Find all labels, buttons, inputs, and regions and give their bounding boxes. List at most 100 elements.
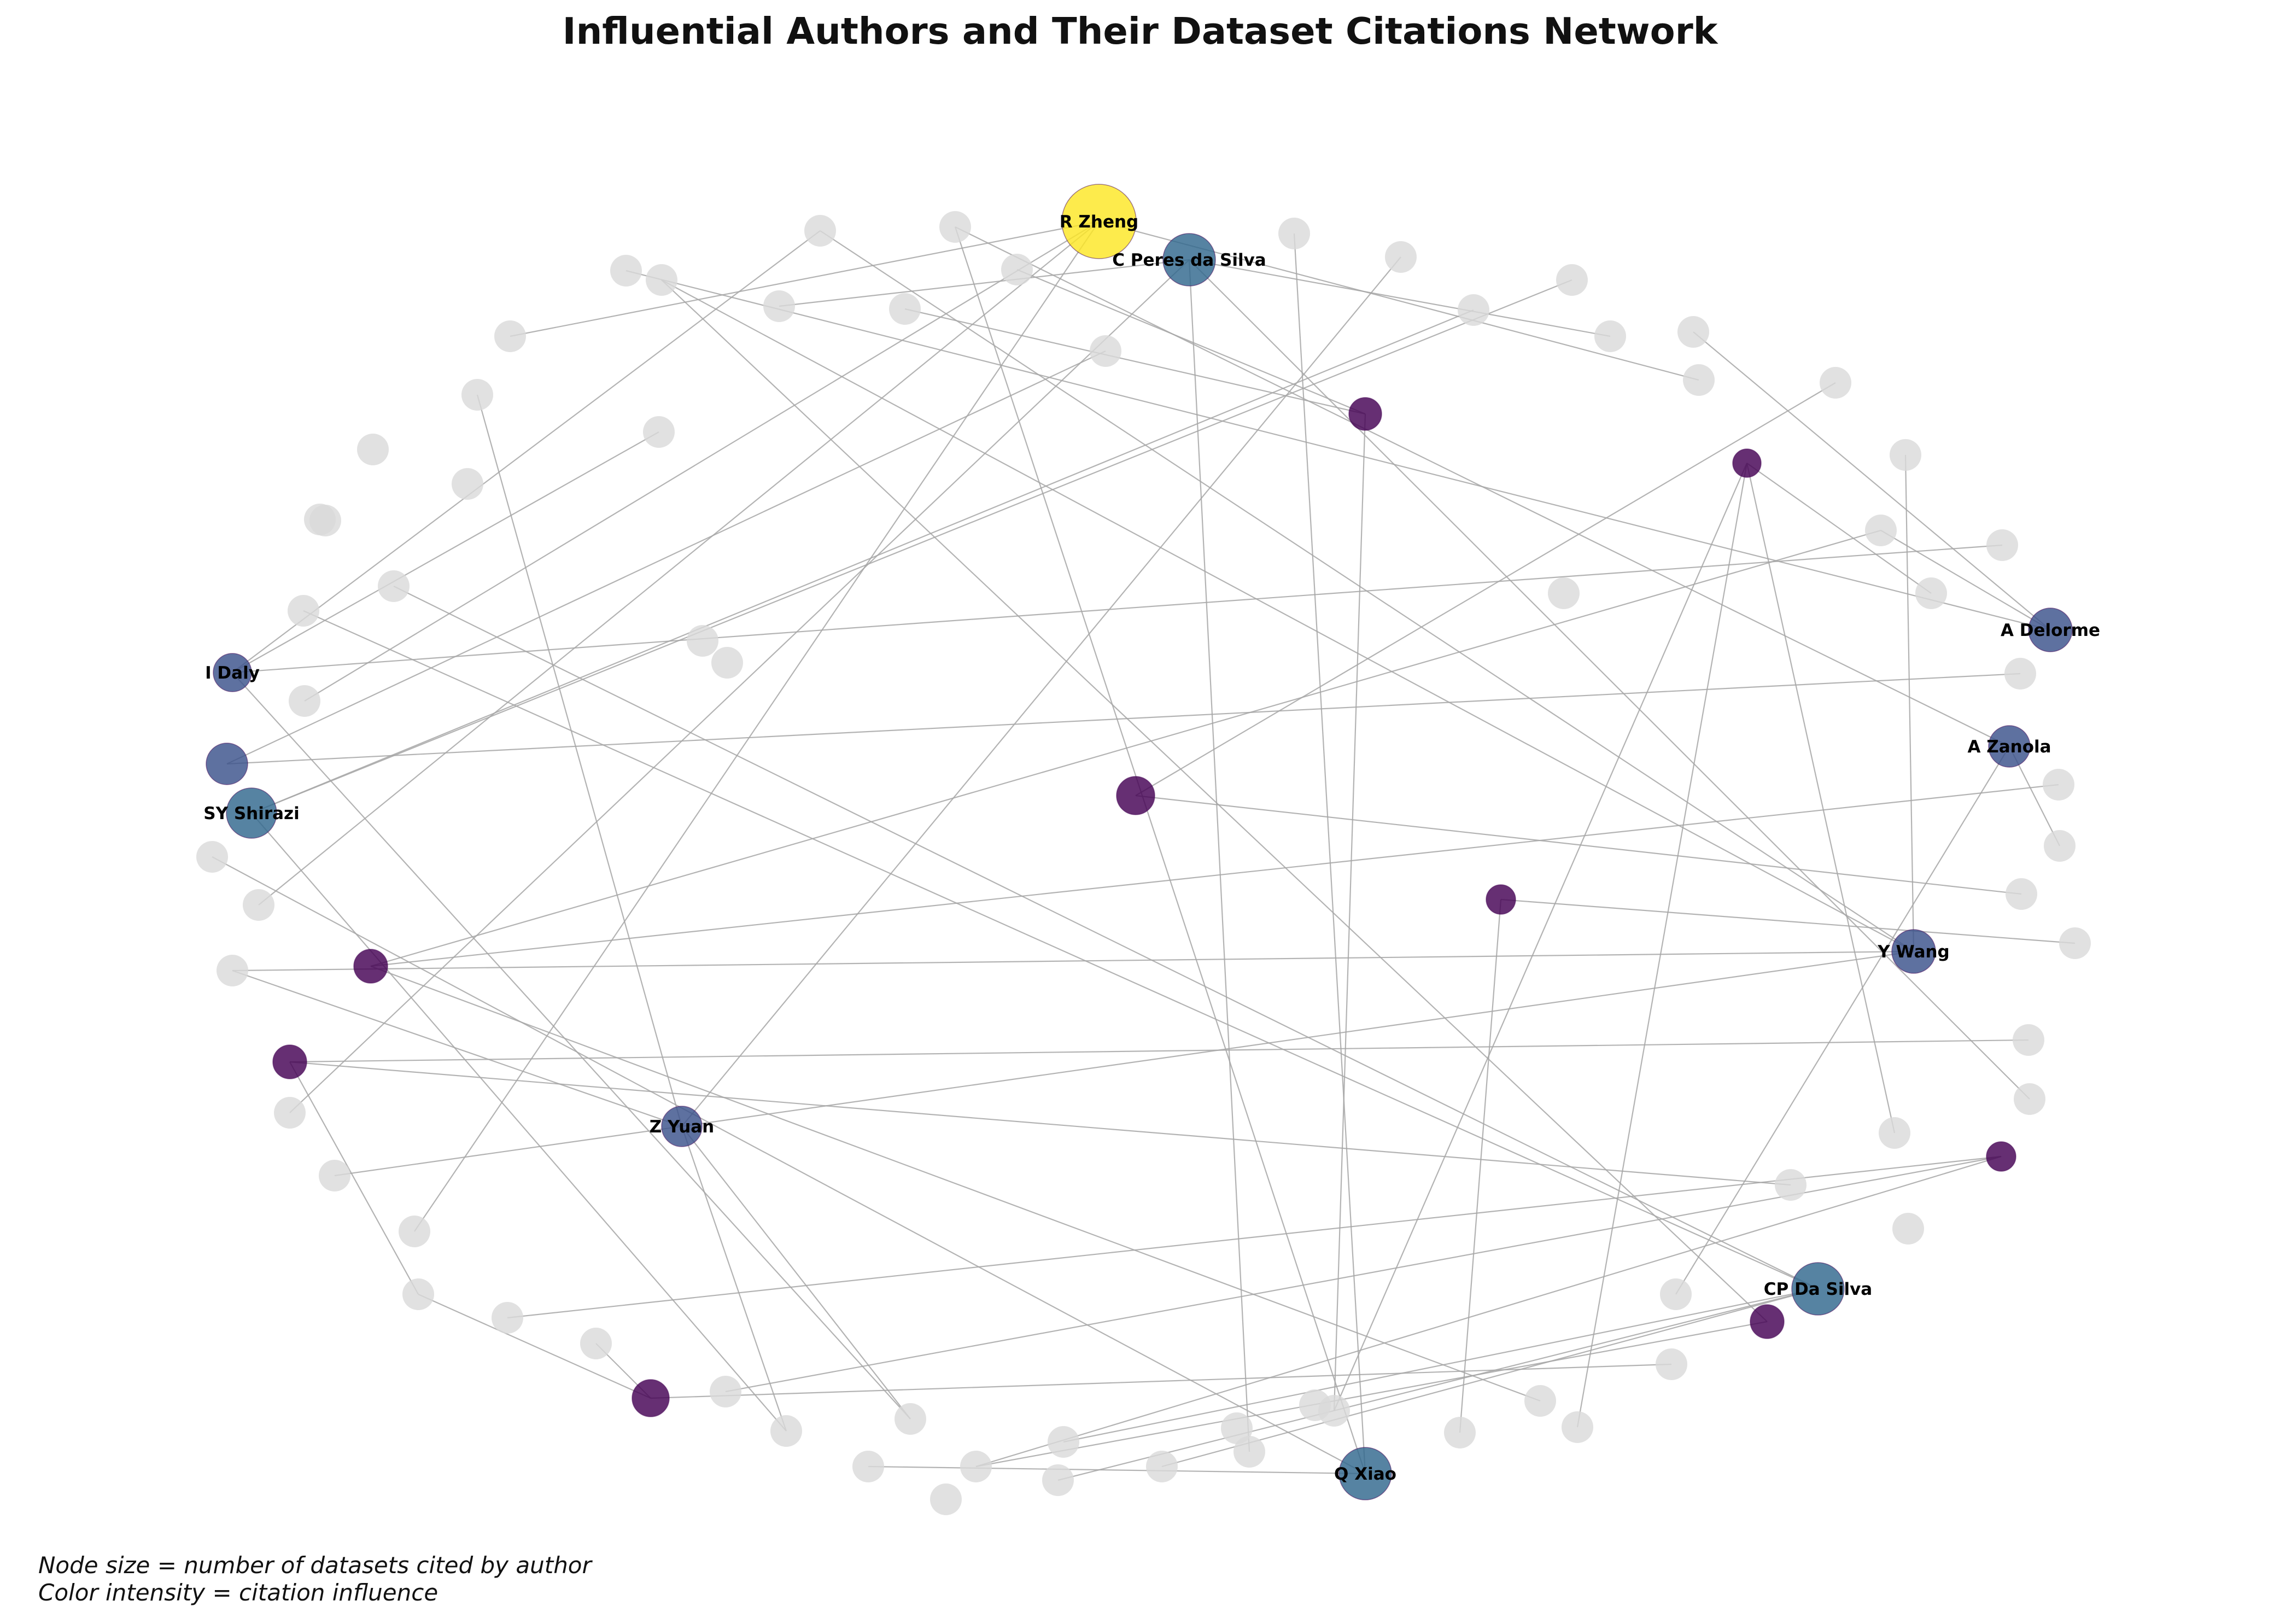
citation-edge <box>1135 382 1836 796</box>
author-node <box>206 743 248 785</box>
dataset-node <box>711 647 743 679</box>
citation-edge <box>1293 233 1366 1474</box>
author-node <box>353 949 388 984</box>
dataset-node <box>309 505 341 536</box>
dataset-node-layer <box>196 211 2091 1515</box>
author-label: CP Da Silva <box>1764 1280 1872 1299</box>
author-node <box>1988 725 2031 768</box>
citation-edge <box>232 672 911 1419</box>
citation-edge <box>251 279 1572 814</box>
citation-edge <box>418 1293 651 1399</box>
dataset-node <box>243 889 274 921</box>
citation-edge <box>1063 1288 1819 1443</box>
citation-edge <box>226 350 1106 764</box>
dataset-node <box>357 434 389 465</box>
author-node <box>213 653 252 692</box>
citation-edge <box>1675 746 2010 1295</box>
dataset-node <box>196 841 228 873</box>
citation-edge <box>1057 1288 1819 1481</box>
citation-edge <box>1693 331 2051 630</box>
dataset-node <box>1385 241 1417 273</box>
author-label: A Delorme <box>2001 621 2100 640</box>
dataset-node <box>494 320 526 352</box>
dataset-node <box>770 1415 802 1447</box>
dataset-node <box>1146 1451 1178 1482</box>
citation-edge <box>1161 1288 1819 1468</box>
citation-edge <box>414 221 1100 1232</box>
dataset-node <box>930 1483 962 1515</box>
citation-edge <box>954 226 1366 1474</box>
author-node <box>1986 1141 2016 1172</box>
citation-edge <box>1135 795 2022 895</box>
citation-edge <box>251 813 787 1432</box>
dataset-node <box>1879 1117 1910 1149</box>
citation-edge <box>681 1126 787 1432</box>
author-node <box>226 787 277 839</box>
dataset-node <box>288 595 319 627</box>
citation-edge <box>289 1039 2029 1063</box>
dataset-node <box>1048 1426 1079 1458</box>
author-node <box>272 1044 307 1079</box>
dataset-node <box>319 1160 350 1191</box>
citation-edge <box>904 308 1366 415</box>
dataset-node <box>461 379 493 411</box>
author-label: SY Shirazi <box>203 804 299 823</box>
dataset-node <box>1865 515 1897 546</box>
citation-edge <box>476 394 683 1127</box>
caption-size-note: Node size = number of datasets cited by … <box>38 1552 592 1579</box>
dataset-node <box>1890 439 1921 471</box>
citation-edge <box>303 610 1819 1290</box>
citation-edge <box>232 969 682 1128</box>
dataset-node <box>687 625 718 657</box>
citation-edge <box>625 270 2051 631</box>
dataset-node <box>1444 1417 1476 1448</box>
dataset-node <box>1548 577 1580 609</box>
dataset-node <box>2059 927 2091 959</box>
dataset-node <box>960 1451 992 1482</box>
citation-edge <box>232 544 2003 674</box>
author-node <box>1338 1447 1392 1500</box>
dataset-node <box>580 1328 612 1359</box>
author-node-layer <box>206 184 2073 1500</box>
citation-edge <box>510 220 1100 337</box>
dataset-node <box>378 570 410 602</box>
citation-edge <box>232 950 1914 972</box>
dataset-node <box>399 1216 430 1247</box>
citation-edge <box>258 221 1100 906</box>
dataset-node <box>492 1302 523 1334</box>
dataset-node <box>1556 264 1588 296</box>
dataset-node <box>1221 1412 1253 1444</box>
author-node <box>1750 1304 1785 1339</box>
dataset-node <box>217 955 248 986</box>
dataset-node <box>610 255 642 287</box>
citation-edge <box>1188 259 1250 1452</box>
dataset-node <box>1458 294 1489 326</box>
caption-color-note: Color intensity = citation influence <box>38 1579 439 1606</box>
citation-edge <box>334 950 1914 1177</box>
dataset-node <box>1775 1169 1807 1201</box>
dataset-node <box>1915 577 1947 609</box>
author-node <box>1061 184 1137 259</box>
citation-edge <box>1746 463 1932 594</box>
citation-edge <box>370 965 1541 1402</box>
dataset-node <box>402 1278 434 1310</box>
citation-edge <box>650 1363 1672 1399</box>
citation-edge <box>212 856 1366 1474</box>
dataset-node <box>1001 254 1033 285</box>
citation-edge <box>1333 463 1748 1411</box>
dataset-node <box>1042 1464 1074 1496</box>
dataset-node <box>1656 1348 1687 1380</box>
citation-edge <box>289 1061 1791 1186</box>
label-layer: R Zheng C Peres da Silva A Delorme A Zanola… <box>203 212 2100 1484</box>
citation-edge <box>661 279 1914 952</box>
author-node <box>1891 929 1936 974</box>
dataset-node <box>2014 1083 2045 1115</box>
dataset-node <box>643 416 675 448</box>
citation-edge <box>226 673 2021 765</box>
author-label: Y Wang <box>1877 942 1950 962</box>
citation-edge <box>1459 899 1502 1433</box>
dataset-node <box>1986 529 2018 561</box>
citation-edge <box>1880 530 2051 630</box>
citation-edge <box>370 529 1881 967</box>
dataset-node <box>763 290 795 322</box>
